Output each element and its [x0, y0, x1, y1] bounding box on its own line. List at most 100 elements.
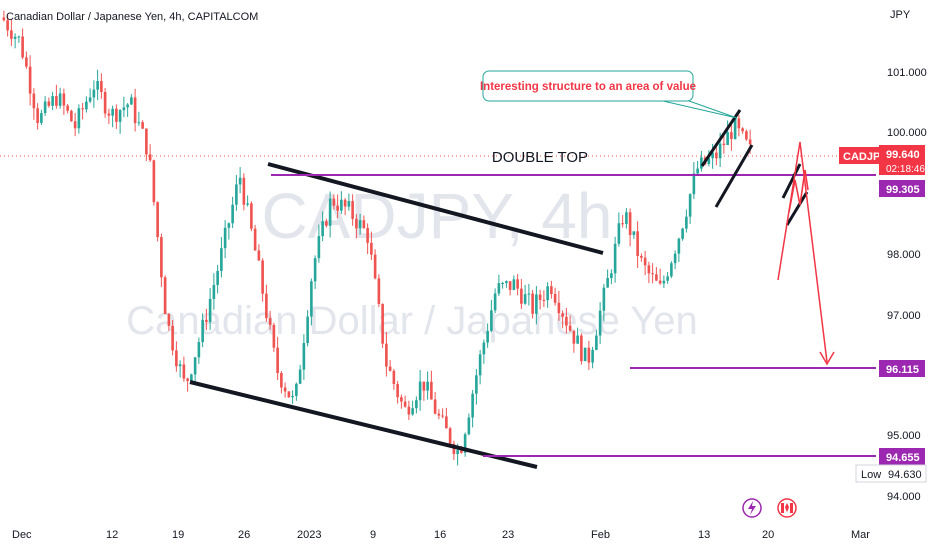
candle-body: [276, 347, 279, 374]
candle-body: [433, 399, 437, 414]
candle-body: [655, 274, 658, 281]
candle-body: [336, 205, 339, 211]
callout-box[interactable]: [482, 70, 694, 102]
candle-body: [310, 281, 313, 317]
candle-body: [257, 250, 261, 261]
candle-body: [70, 110, 73, 122]
upper-trend-line[interactable]: [267, 162, 604, 255]
candle-body: [66, 105, 69, 111]
candle-body: [58, 93, 62, 106]
candle-body: [718, 143, 722, 159]
candle-body: [216, 270, 219, 285]
candle-body: [272, 324, 276, 348]
price-axis[interactable]: JPY 101.000 100.000 98.000 97.000 95.000…: [887, 9, 927, 503]
candle-body: [115, 108, 118, 122]
candle-body: [553, 294, 557, 303]
candle-body: [205, 319, 208, 322]
price-axis-currency: JPY: [890, 9, 911, 21]
level-tag-99305: 99.305: [879, 180, 925, 197]
double-top-label: DOUBLE TOP: [492, 149, 588, 166]
candle-body: [448, 428, 452, 444]
candle-body: [711, 152, 714, 159]
candle-body: [347, 201, 351, 207]
candle-body: [677, 238, 681, 254]
candle-body: [377, 278, 381, 304]
candle-body: [43, 101, 47, 114]
rising-channel-upper[interactable]: [700, 109, 742, 167]
candle-body: [430, 381, 433, 400]
candle-body: [118, 110, 122, 122]
candle-body: [107, 113, 111, 116]
level-tag-96115: 96.115: [879, 360, 925, 377]
flag-line-upper[interactable]: [781, 163, 802, 199]
candle-body: [418, 381, 422, 401]
candle-body: [88, 97, 92, 102]
candle-body: [632, 231, 636, 236]
candle-body: [298, 369, 302, 384]
candle-body: [212, 284, 216, 299]
candle-body: [583, 347, 587, 362]
candle-body: [467, 417, 471, 435]
candle-body: [572, 330, 576, 344]
candle-body: [437, 413, 441, 416]
candle-body: [111, 108, 114, 116]
candle-body: [441, 415, 444, 417]
candle-body: [283, 387, 287, 392]
current-price-tag: CADJPY 99.640 02:18:46: [839, 145, 925, 175]
candle-body: [568, 325, 572, 331]
candle-body: [163, 277, 167, 315]
candle-body: [220, 248, 223, 271]
price-tick-101: 101.000: [887, 67, 927, 79]
candle-body: [733, 118, 737, 139]
candle-body: [452, 443, 456, 454]
candle-body: [362, 220, 366, 228]
candle-body: [186, 378, 189, 382]
candle-body: [250, 203, 253, 229]
candle-body: [253, 228, 257, 251]
candle-body: [175, 350, 178, 367]
candle-body: [141, 122, 144, 129]
candle-body: [280, 373, 283, 388]
candle-body: [640, 255, 643, 258]
candle-body: [201, 319, 204, 343]
low-value: 94.630: [888, 469, 922, 481]
candle-body: [355, 218, 358, 229]
candle-body: [490, 310, 493, 331]
flag-line-lower[interactable]: [785, 191, 809, 226]
symbol-tag-bg: [839, 147, 879, 164]
candle-body: [21, 36, 24, 58]
candle-body: [351, 201, 354, 219]
candle-body: [557, 302, 561, 314]
candle-body: [726, 132, 729, 145]
candle-body: [658, 280, 662, 284]
lightning-icon[interactable]: [742, 498, 762, 518]
time-axis[interactable]: Dec 12 19 26 2023 9 16 23 Feb 13 20 Mar: [12, 529, 870, 541]
candle-body: [291, 395, 294, 398]
candle-body: [696, 168, 699, 174]
candle-body: [148, 154, 152, 161]
candle-body: [445, 416, 448, 429]
candle-body: [692, 173, 696, 195]
candle-body: [313, 258, 317, 282]
candle-body: [92, 89, 96, 98]
candle-body: [122, 107, 126, 111]
time-tick-mar: Mar: [851, 529, 870, 541]
candle-body: [463, 434, 467, 453]
price-tick-97: 97.000: [887, 310, 921, 322]
rising-channel-lower[interactable]: [714, 144, 754, 208]
canada-flag-icon[interactable]: [777, 498, 797, 518]
candle-body: [145, 128, 148, 155]
candle-body: [193, 357, 197, 375]
watermark-description: Canadian Dollar / Japanese Yen: [126, 299, 698, 343]
candle-body: [745, 131, 748, 140]
candle-body: [328, 198, 332, 226]
candle-body: [32, 93, 36, 109]
candle-body: [595, 335, 598, 350]
lower-trend-line[interactable]: [189, 380, 538, 469]
candle-body: [103, 91, 107, 114]
candle-body: [265, 293, 268, 319]
candle-body: [527, 293, 531, 295]
candle-body: [385, 343, 388, 367]
candle-body: [400, 397, 403, 402]
